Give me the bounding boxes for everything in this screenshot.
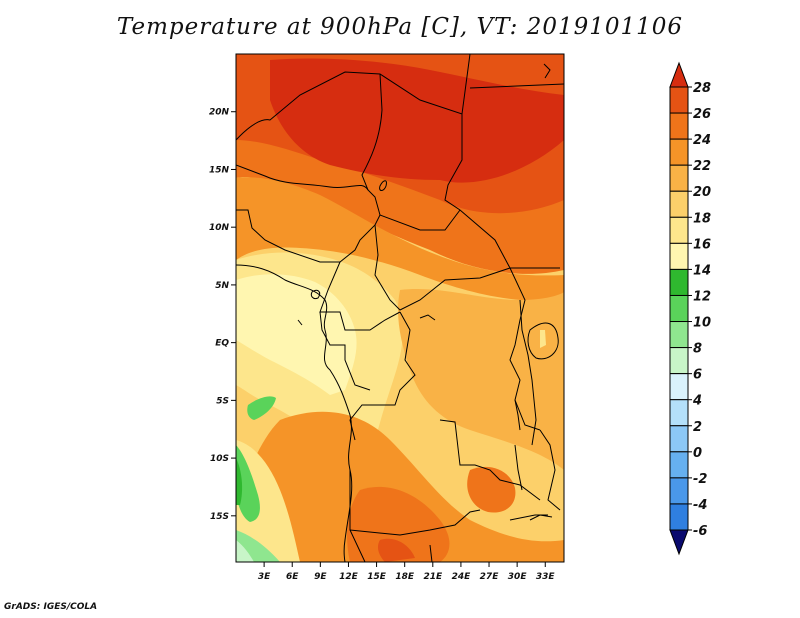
colorbar-label: 10 <box>693 316 711 331</box>
lon-tick-label: 6E <box>286 572 299 582</box>
colorbar-segment <box>669 268 689 296</box>
colorbar-segment <box>669 451 689 479</box>
lat-tick-label: 5S <box>216 396 229 406</box>
colorbar-segment <box>669 425 689 453</box>
colorbar-segment <box>669 347 689 375</box>
colorbar-label: 2 <box>693 420 702 435</box>
lon-tick-label: 12E <box>339 572 359 582</box>
colorbar-segment <box>669 294 689 323</box>
country-borders <box>236 54 564 562</box>
colorbar-upper-triangle <box>669 61 689 88</box>
lon-tick-label: 24E <box>452 572 472 582</box>
lon-tick-label: 9E <box>314 572 327 582</box>
temperature-field <box>236 54 564 562</box>
latitude-axis: 20N 15N 10N 5N EQ 5S 10S 15S <box>209 108 236 522</box>
colorbar-label: 14 <box>693 263 711 278</box>
lat-tick-label: EQ <box>215 339 229 349</box>
longitude-axis: 3E 6E 9E 12E 15E 18E 21E 24E 27E 30E 33E <box>258 562 556 582</box>
lat-tick-label: 15N <box>209 165 230 175</box>
colorbar-label: 4 <box>692 394 702 409</box>
colorbar-segment <box>669 112 689 140</box>
lon-tick-label: 33E <box>536 572 556 582</box>
colorbar-segment <box>669 242 689 270</box>
colorbar-segment <box>669 190 689 218</box>
colorbar-label: 8 <box>693 342 702 357</box>
chart-title: Temperature at 900hPa [C], VT: 201910110… <box>116 14 684 40</box>
colorbar-segment <box>669 373 689 401</box>
lat-tick-label: 10S <box>210 454 229 464</box>
lon-tick-label: 15E <box>367 572 387 582</box>
colorbar-label: 24 <box>693 133 711 148</box>
grads-credit: GrADS: IGES/COLA <box>4 602 98 612</box>
colorbar-label: 26 <box>693 107 711 122</box>
colorbar-label: 18 <box>693 211 711 226</box>
colorbar-label: 20 <box>693 185 711 200</box>
colorbar-label: 16 <box>693 237 711 252</box>
colorbar-label: -4 <box>693 498 707 513</box>
lon-tick-label: 18E <box>395 572 415 582</box>
colorbar-segment <box>669 503 689 531</box>
colorbar-segment <box>669 164 689 192</box>
colorbar-label: 28 <box>693 81 711 96</box>
colorbar-segment <box>669 399 689 427</box>
lat-tick-label: 15S <box>210 512 229 522</box>
colorbar-segment <box>669 216 689 244</box>
map-frame <box>235 53 565 563</box>
colorbar-label: 12 <box>693 289 711 304</box>
lon-tick-label: 3E <box>258 572 271 582</box>
lon-tick-label: 30E <box>508 572 528 582</box>
colorbar-label: -2 <box>693 472 707 487</box>
lon-tick-label: 21E <box>423 572 443 582</box>
colorbar-label: 22 <box>693 159 711 174</box>
colorbar-segment <box>669 138 689 166</box>
lon-tick-label: 27E <box>480 572 500 582</box>
colorbar-label: -6 <box>693 524 707 539</box>
lat-tick-label: 20N <box>209 108 230 118</box>
colorbar-segment <box>669 86 689 114</box>
colorbar-label: 6 <box>693 368 702 383</box>
coastlines <box>236 63 559 562</box>
lat-tick-label: 10N <box>209 223 230 233</box>
colorbar-label: 0 <box>693 446 702 461</box>
colorbar-lower-triangle <box>669 529 689 556</box>
lat-tick-label: 5N <box>215 281 229 291</box>
colorbar-segment <box>669 321 689 349</box>
colorbar-segment <box>669 477 689 505</box>
